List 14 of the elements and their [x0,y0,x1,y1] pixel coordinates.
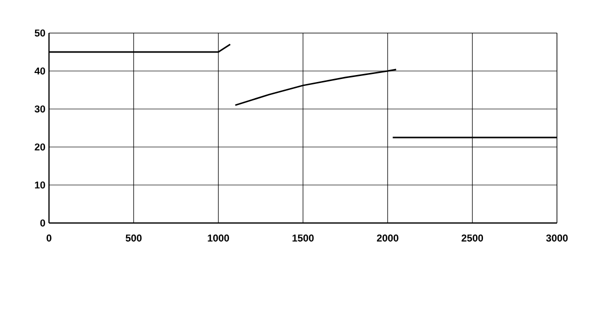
line-series [234,68,397,106]
y-tick-label: 50 [34,29,46,37]
y-tick-label: 0 [40,219,46,227]
y-tick-label: 30 [34,105,46,113]
y-tick-label: 20 [34,143,46,151]
x-tick-label: 2000 [376,234,398,242]
x-tick-label: 1500 [292,234,314,242]
x-tick-label: 3000 [546,234,568,242]
x-tick-label: 0 [46,234,52,242]
y-tick-label: 40 [34,67,46,75]
x-tick-label: 1000 [208,234,230,242]
x-tick-label: 2500 [462,234,484,242]
x-tick-label: 500 [126,234,142,242]
y-tick-label: 10 [35,181,46,189]
